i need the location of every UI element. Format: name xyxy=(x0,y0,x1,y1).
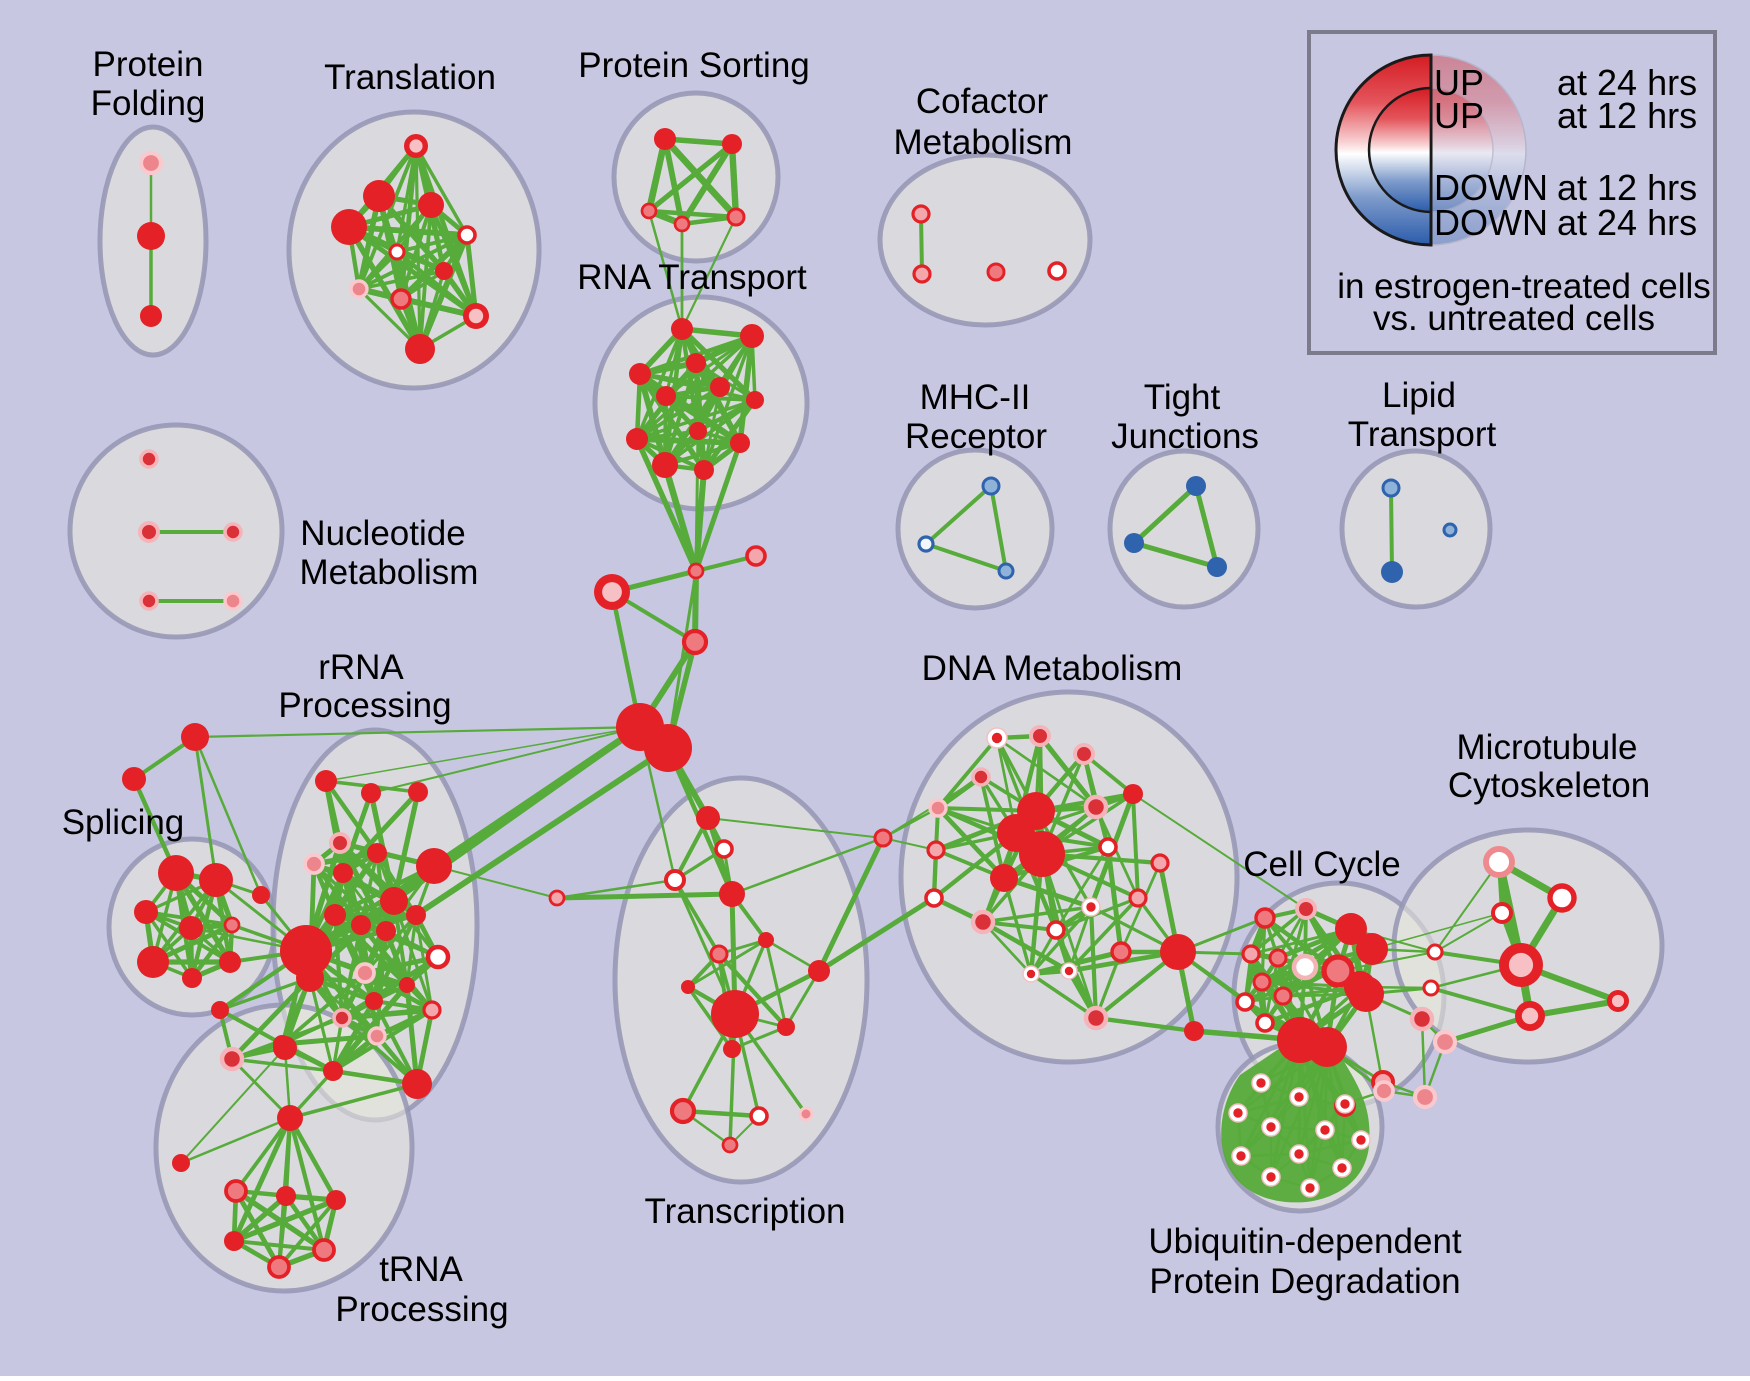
svg-text:Splicing: Splicing xyxy=(62,803,185,842)
svg-text:Lipid: Lipid xyxy=(1382,376,1456,415)
svg-text:at 12 hrs: at 12 hrs xyxy=(1557,95,1697,136)
svg-text:tRNA: tRNA xyxy=(379,1250,463,1289)
svg-text:Processing: Processing xyxy=(278,686,451,725)
svg-text:DOWN: DOWN xyxy=(1434,167,1548,208)
svg-text:MHC-II: MHC-II xyxy=(920,378,1031,417)
svg-text:Metabolism: Metabolism xyxy=(894,123,1073,162)
svg-text:Cytoskeleton: Cytoskeleton xyxy=(1448,766,1650,805)
svg-text:Folding: Folding xyxy=(91,84,206,123)
svg-text:Ubiquitin-dependent: Ubiquitin-dependent xyxy=(1148,1222,1462,1261)
svg-text:Metabolism: Metabolism xyxy=(300,553,479,592)
svg-text:vs. untreated cells: vs. untreated cells xyxy=(1373,299,1655,338)
svg-text:UP: UP xyxy=(1434,62,1484,103)
svg-text:Nucleotide: Nucleotide xyxy=(300,514,465,553)
svg-text:Processing: Processing xyxy=(335,1290,508,1329)
svg-text:at 24 hrs: at 24 hrs xyxy=(1557,62,1697,103)
svg-text:Protein Sorting: Protein Sorting xyxy=(578,46,810,85)
svg-text:rRNA: rRNA xyxy=(318,648,404,687)
svg-text:DNA Metabolism: DNA Metabolism xyxy=(922,649,1183,688)
svg-text:Translation: Translation xyxy=(324,58,496,97)
svg-text:Cofactor: Cofactor xyxy=(916,82,1049,121)
svg-text:at 12 hrs: at 12 hrs xyxy=(1557,167,1697,208)
svg-text:in estrogen-treated cells: in estrogen-treated cells xyxy=(1337,267,1711,306)
svg-text:Junctions: Junctions xyxy=(1111,417,1259,456)
svg-text:Transcription: Transcription xyxy=(645,1192,846,1231)
svg-text:Transport: Transport xyxy=(1348,415,1497,454)
svg-text:DOWN: DOWN xyxy=(1434,202,1548,243)
svg-text:Cell Cycle: Cell Cycle xyxy=(1243,845,1401,884)
svg-text:UP: UP xyxy=(1434,95,1484,136)
svg-text:Protein: Protein xyxy=(93,45,204,84)
svg-text:Tight: Tight xyxy=(1144,378,1221,417)
svg-text:at 24 hrs: at 24 hrs xyxy=(1557,202,1697,243)
svg-text:RNA Transport: RNA Transport xyxy=(577,258,807,297)
svg-text:Receptor: Receptor xyxy=(905,417,1047,456)
svg-text:Protein Degradation: Protein Degradation xyxy=(1149,1262,1460,1301)
svg-text:Microtubule: Microtubule xyxy=(1457,728,1638,767)
